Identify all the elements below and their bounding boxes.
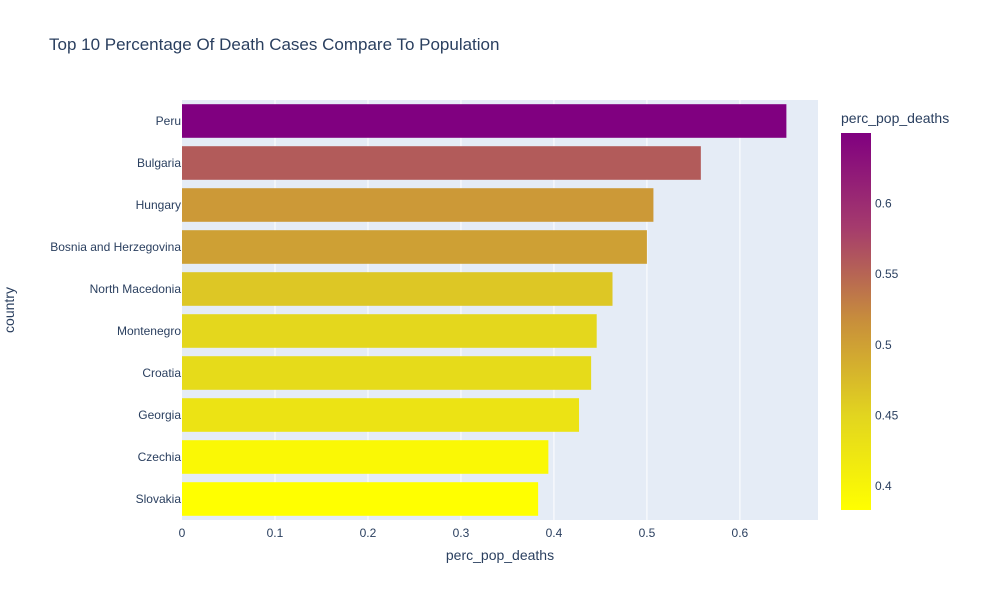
colorbar [841, 133, 871, 510]
colorbar-tick-label: 0.5 [875, 338, 892, 352]
x-tick-label: 0 [179, 526, 186, 540]
y-tick-label: Bosnia and Herzegovina [50, 240, 181, 254]
colorbar-tick-label: 0.6 [875, 197, 892, 211]
chart-title: Top 10 Percentage Of Death Cases Compare… [49, 35, 499, 54]
bar [182, 104, 787, 138]
y-tick-label: Georgia [138, 408, 181, 422]
x-tick-label: 0.1 [267, 526, 284, 540]
colorbar-ticks: 0.4 0.45 0.5 0.55 0.6 [875, 197, 899, 493]
y-tick-label: Slovakia [136, 492, 182, 506]
y-tick-label: Croatia [142, 366, 181, 380]
x-tick-label: 0.6 [732, 526, 749, 540]
x-tick-label: 0.5 [639, 526, 656, 540]
y-axis-title: country [1, 287, 17, 333]
y-tick-label: North Macedonia [90, 282, 182, 296]
bar [182, 272, 613, 306]
bar [182, 398, 580, 432]
y-tick-label: Hungary [136, 198, 181, 212]
colorbar-tick-label: 0.4 [875, 479, 892, 493]
y-tick-label: Peru [156, 114, 181, 128]
y-tick-label: Bulgaria [137, 156, 181, 170]
x-axis-ticks: 0 0.1 0.2 0.3 0.4 0.5 0.6 [179, 526, 749, 540]
x-tick-label: 0.2 [360, 526, 377, 540]
bar [182, 230, 647, 264]
x-axis-title: perc_pop_deaths [446, 547, 554, 563]
colorbar-tick-label: 0.45 [875, 408, 899, 422]
y-axis-ticks: Peru Bulgaria Hungary Bosnia and Herzegovin… [50, 114, 181, 506]
y-tick-label: Montenegro [117, 324, 181, 338]
colorbar-tick-label: 0.55 [875, 267, 899, 281]
bar [182, 482, 539, 516]
bar [182, 440, 549, 474]
bars [182, 104, 787, 516]
bar [182, 188, 654, 222]
bar [182, 146, 701, 180]
bar [182, 356, 592, 390]
colorbar-title: perc_pop_deaths [841, 110, 949, 126]
y-tick-label: Czechia [138, 450, 182, 464]
x-tick-label: 0.4 [546, 526, 563, 540]
x-tick-label: 0.3 [453, 526, 470, 540]
bar [182, 314, 597, 348]
